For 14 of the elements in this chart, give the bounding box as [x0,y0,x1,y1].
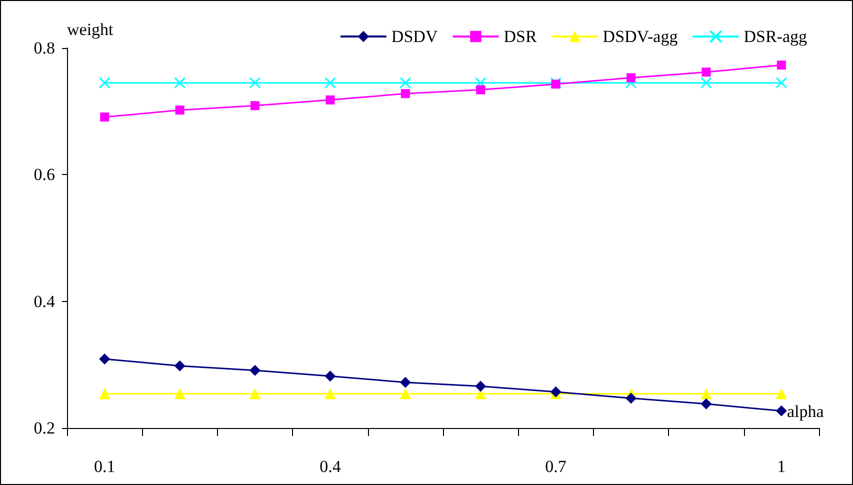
y-tick-label: 0.4 [34,292,56,311]
x-tick-label: 0.4 [320,457,342,476]
x-tick-label: 0.1 [94,457,116,476]
y-axis-title: weight [67,20,114,39]
legend-label: DSR-agg [744,27,808,46]
x-tick-label: 1 [777,457,786,476]
legend-label: DSDV [391,27,438,46]
y-tick-label: 0.8 [34,38,55,58]
y-tick-label: 0.6 [34,165,55,184]
legend-label: DSDV-agg [602,27,678,46]
y-tick-label: 0.2 [34,418,55,438]
x-tick-label: 0.7 [545,457,567,476]
x-axis-title: alpha [787,402,824,421]
legend-label: DSR [504,27,538,46]
